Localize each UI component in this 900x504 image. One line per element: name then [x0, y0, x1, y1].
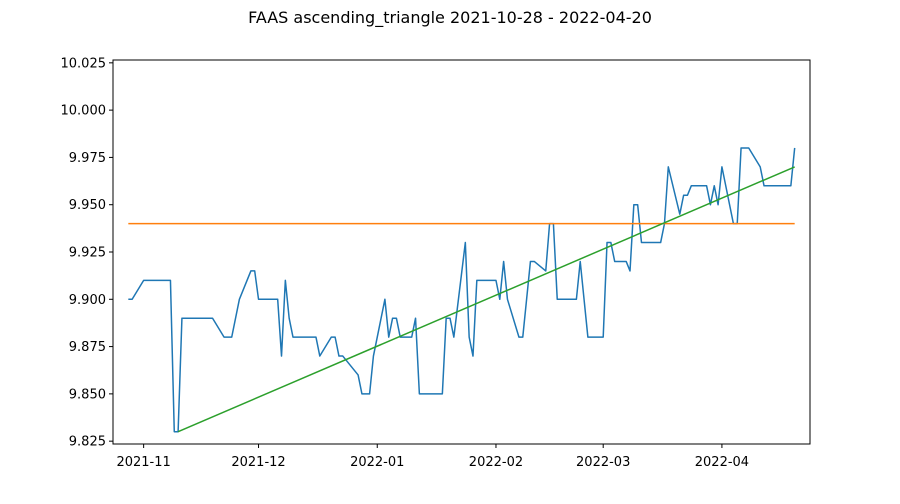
- plot-frame: [112, 59, 811, 445]
- y-tick-label: 9.825: [69, 435, 106, 450]
- y-tick-label: 9.925: [69, 246, 106, 261]
- x-tick-label: 2022-04: [695, 455, 749, 470]
- x-tick-label: 2022-03: [576, 455, 630, 470]
- y-axis: 9.825 9.850 9.875 9.900 9.925 9.950 9.975 10.00…: [61, 56, 113, 450]
- x-tick-label: 2021-12: [231, 455, 285, 470]
- x-tick-label: 2022-02: [469, 455, 523, 470]
- y-tick-label: 9.950: [69, 198, 106, 213]
- x-tick-label: 2022-01: [350, 455, 404, 470]
- y-tick-label: 9.875: [69, 340, 106, 355]
- x-axis: 2021-11 2021-12 2022-01 2022-02 2022-03 2022-…: [116, 444, 749, 470]
- y-tick-label: 10.025: [61, 56, 107, 71]
- price-line: [128, 147, 796, 433]
- y-tick-label: 10.000: [61, 104, 107, 119]
- y-tick-label: 9.850: [69, 387, 106, 402]
- series-layer: [128, 147, 796, 433]
- support-line: [177, 166, 795, 433]
- chart-title: FAAS ascending_triangle 2021-10-28 - 202…: [248, 8, 652, 27]
- y-tick-label: 9.975: [69, 151, 106, 166]
- x-tick-label: 2021-11: [116, 455, 170, 470]
- y-tick-label: 9.900: [69, 293, 106, 308]
